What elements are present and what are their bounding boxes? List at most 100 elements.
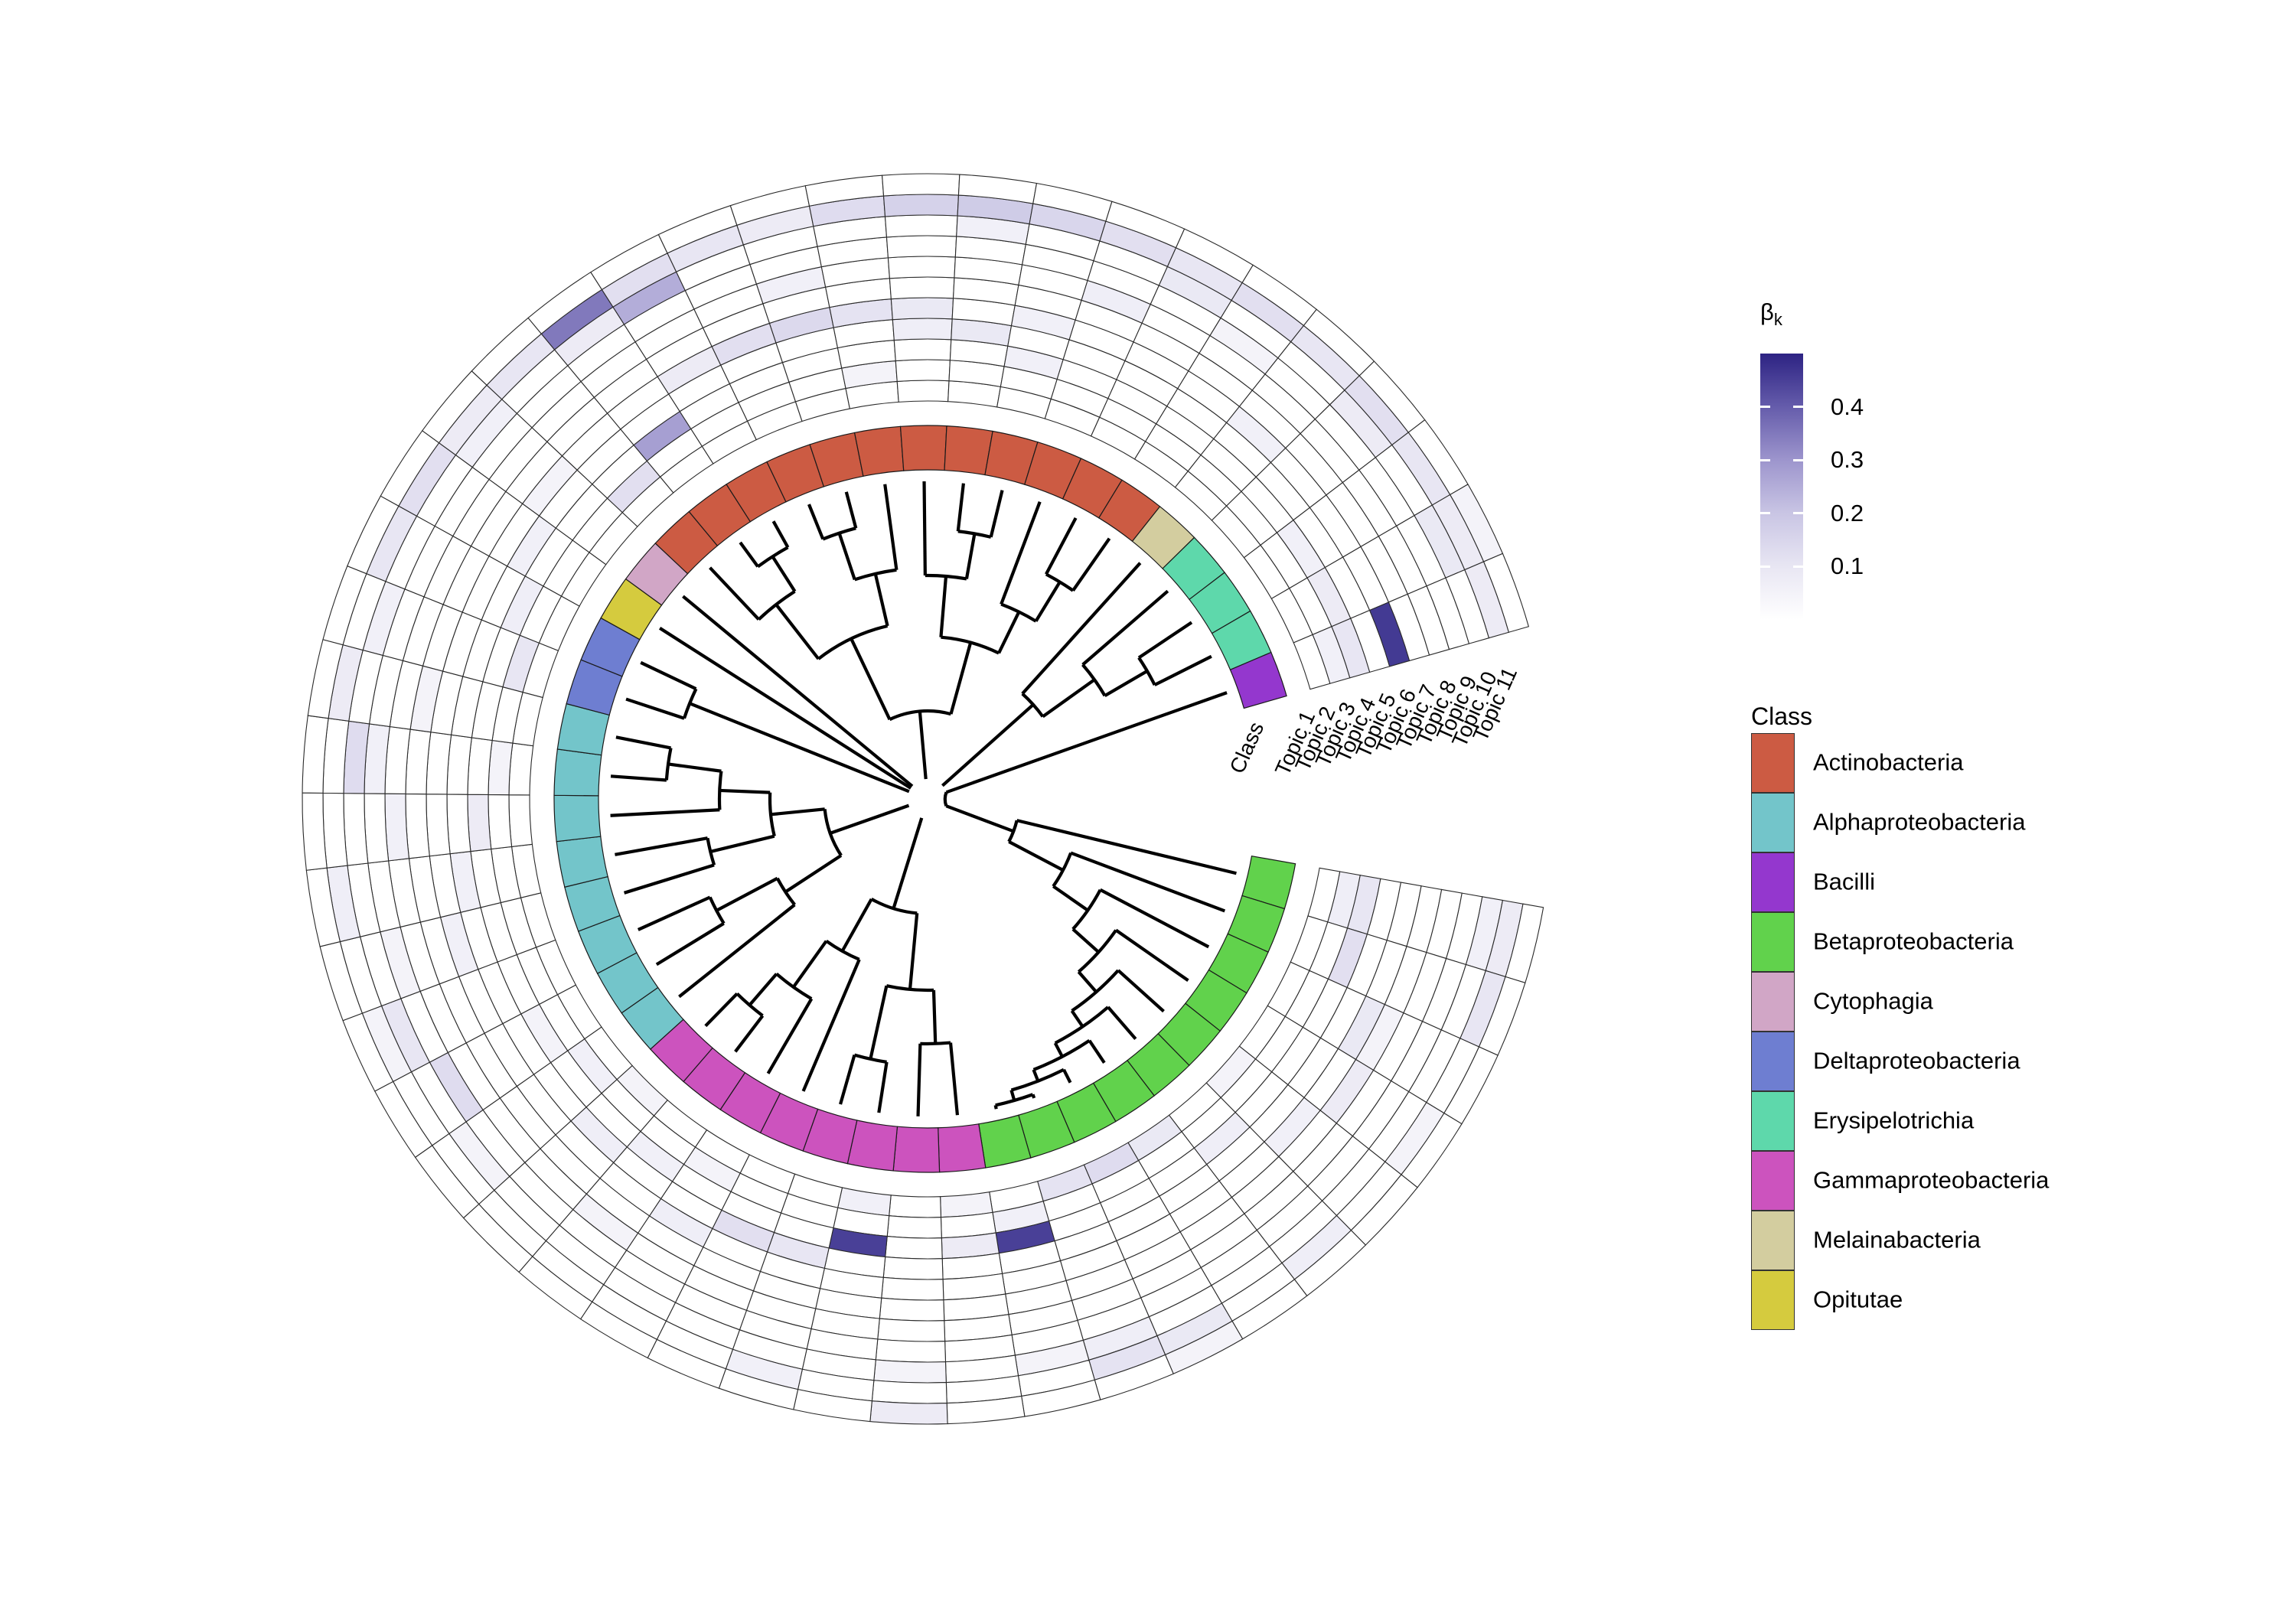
tree-branch [877,1061,889,1113]
class-swatch [1751,1270,1795,1330]
tree-branch [615,836,708,856]
tree-branch [873,573,889,627]
class-label: Melainabacteria [1813,1226,1981,1253]
class-swatch [1751,1091,1795,1151]
tree-branch [1009,1090,1016,1101]
heatmap-cell [892,318,953,341]
tree-branch [709,834,775,854]
class-swatch [1751,852,1795,912]
heatmap-cell [871,1380,947,1404]
heatmap-cell [882,1256,944,1280]
class-swatch [1751,1151,1795,1211]
tree-branch [615,735,671,750]
heatmap-cell [879,1297,945,1322]
topic-ring-10 [322,194,1524,1404]
heatmap-cell [890,297,954,321]
class-swatch [1751,1211,1795,1270]
class-label: Actinobacteria [1813,748,1964,776]
class-ring [553,425,1296,1173]
tree-branch [610,808,720,817]
tree-branch [766,998,814,1074]
class-legend-item: Cytophagia [1751,972,2134,1032]
tree-arc [943,791,948,807]
class-legend-item: Bacilli [1751,852,2134,912]
topic-ring-7 [384,256,1463,1342]
tree-branch [640,660,697,691]
heatmap-cell [364,793,390,864]
tree-branch [844,491,858,529]
beta-tick-mark [1793,406,1803,409]
tree-branch [1021,562,1142,695]
heatmap-cell [405,793,430,859]
class-label: Deltaproteobacteria [1813,1047,2020,1074]
beta-tick-label: 0.1 [1831,553,1864,580]
beta-tick-label: 0.3 [1831,446,1864,474]
tree-branch [1000,501,1042,605]
topic-ring-11 [302,173,1544,1425]
tree-branch [1016,819,1237,875]
class-ring-cell [938,1123,987,1173]
tree-branch [918,711,928,780]
tree-branch [1153,654,1212,686]
tree-branch [869,985,889,1060]
heatmap-cell [877,1318,946,1342]
class-legend-item: Melainabacteria [1751,1211,2134,1270]
tree-branch [829,804,910,835]
class-label: Alphaproteobacteria [1813,808,2026,836]
tree-branch [784,854,843,894]
heatmap-cell [885,1235,943,1260]
heatmap-cell [446,794,471,855]
beta-colorbar [1760,354,1803,620]
tree-branch [801,958,861,1092]
tree-branch [837,533,856,581]
class-label: Cytophagia [1813,987,1933,1015]
tree-branch [1052,885,1089,912]
tree-branch [839,1054,856,1105]
tree-branch [1077,970,1097,993]
tree-arc [1054,1006,1110,1045]
beta-tick-mark [1760,512,1770,515]
class-label: Bacilli [1813,868,1875,895]
tree-branch [771,556,797,592]
tree-branch [770,807,825,817]
tree-branch [637,895,711,931]
heatmap-cell [882,194,960,217]
tree-branch [1008,839,1064,872]
heatmap-cell [887,256,956,279]
class-swatch [1751,912,1795,972]
tree-branch [1071,537,1111,592]
heatmap-cell [508,742,534,796]
class-legend-title: Class [1751,702,1813,730]
tree-branch [850,637,892,721]
phylo-tree [610,481,1237,1116]
heatmap-cell [467,794,492,852]
tree-branch [1062,1068,1072,1084]
tree-branch [997,611,1021,654]
tree-branch [1088,1039,1106,1064]
tree-branch [931,989,938,1044]
tree-arc [1071,969,1120,1012]
class-legend-item: Gammaproteobacteria [1751,1151,2134,1211]
class-ring-cell [892,1126,941,1173]
class-legend-item: Alphaproteobacteria [1751,793,2134,852]
beta-legend-title: βk [1760,298,1782,330]
heatmap-cell [384,793,410,862]
tree-branch [792,940,828,989]
heatmap-cell [889,276,955,300]
tree-branch [1070,851,1226,913]
beta-tick-label: 0.4 [1831,393,1864,420]
beta-tick-mark [1793,512,1803,515]
tree-branch [748,973,778,1006]
class-label: Erysipelotrichia [1813,1107,1975,1134]
tree-branch [1031,1094,1036,1099]
class-ring-cell [944,425,993,476]
class-swatch [1751,793,1795,852]
beta-tick-mark [1760,406,1770,409]
class-label: Betaproteobacteria [1813,927,2014,955]
heatmap-cell [895,359,951,383]
topic-ring-3 [467,338,1381,1260]
heatmap-cell [426,732,452,795]
tree-branch [1053,1042,1064,1058]
